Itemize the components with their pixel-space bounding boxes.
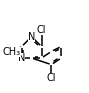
Text: N: N xyxy=(28,32,35,42)
Text: N: N xyxy=(18,53,25,63)
Text: Cl: Cl xyxy=(47,73,56,83)
Text: Cl: Cl xyxy=(37,25,46,35)
Text: CH₃: CH₃ xyxy=(2,47,21,57)
